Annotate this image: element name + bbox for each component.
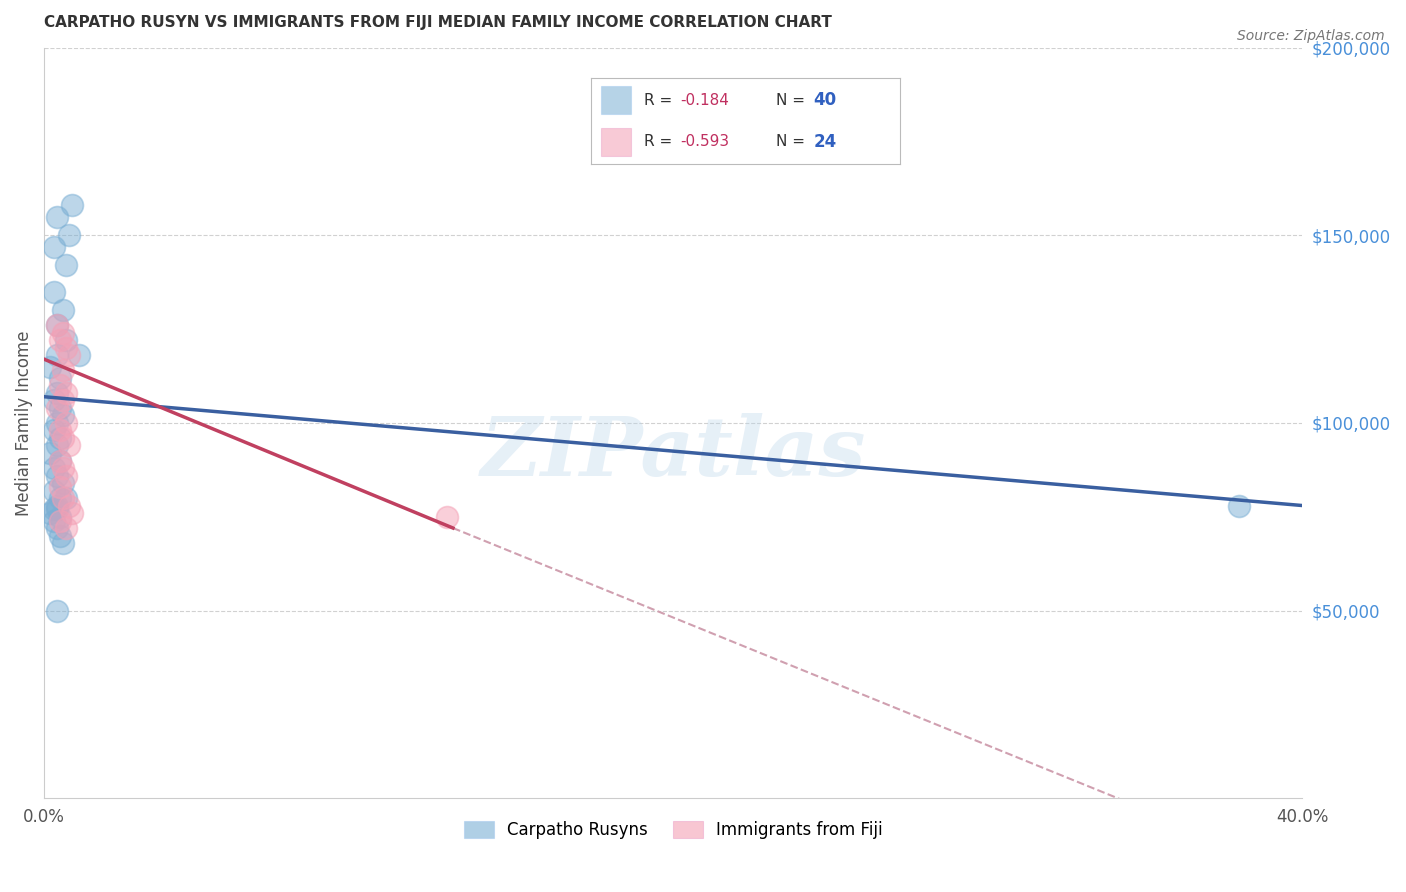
Point — [49, 334, 72, 348]
Point — [42, 424, 65, 438]
Point — [42, 502, 65, 516]
Point — [52, 491, 75, 505]
Point — [52, 326, 75, 340]
Point — [45, 348, 67, 362]
Point — [52, 393, 75, 408]
Point — [45, 401, 67, 415]
Point — [52, 303, 75, 318]
Point — [62, 198, 84, 212]
Point — [49, 509, 72, 524]
Point — [58, 228, 80, 243]
Point — [39, 359, 62, 374]
Point — [55, 416, 77, 430]
Point — [62, 506, 84, 520]
Text: CARPATHO RUSYN VS IMMIGRANTS FROM FIJI MEDIAN FAMILY INCOME CORRELATION CHART: CARPATHO RUSYN VS IMMIGRANTS FROM FIJI M… — [44, 15, 832, 30]
Point — [42, 461, 65, 475]
Point — [45, 502, 67, 516]
Point — [52, 409, 75, 423]
Point — [52, 475, 75, 490]
Point — [45, 438, 67, 452]
Text: Source: ZipAtlas.com: Source: ZipAtlas.com — [1237, 29, 1385, 43]
Legend: Carpatho Rusyns, Immigrants from Fiji: Carpatho Rusyns, Immigrants from Fiji — [457, 814, 890, 847]
Point — [45, 318, 67, 333]
Point — [58, 438, 80, 452]
Point — [45, 468, 67, 483]
Point — [42, 285, 65, 299]
Point — [42, 483, 65, 498]
Point — [436, 509, 458, 524]
Point — [45, 521, 67, 535]
Text: ZIPatlas: ZIPatlas — [481, 413, 866, 493]
Point — [49, 514, 72, 528]
Point — [55, 341, 77, 355]
Point — [52, 461, 75, 475]
Point — [55, 334, 77, 348]
Point — [55, 468, 77, 483]
Point — [49, 528, 72, 542]
Point — [52, 536, 75, 550]
Point — [49, 453, 72, 467]
Point — [55, 521, 77, 535]
Point — [45, 416, 67, 430]
Point — [39, 506, 62, 520]
Y-axis label: Median Family Income: Median Family Income — [15, 330, 32, 516]
Point — [49, 378, 72, 392]
Point — [45, 603, 67, 617]
Point — [45, 499, 67, 513]
Point — [49, 431, 72, 445]
Point — [49, 491, 72, 505]
Point — [55, 491, 77, 505]
Point — [49, 401, 72, 415]
Point — [45, 210, 67, 224]
Point — [49, 424, 72, 438]
Point — [55, 386, 77, 401]
Point — [45, 386, 67, 401]
Point — [42, 514, 65, 528]
Point — [55, 259, 77, 273]
Point — [42, 393, 65, 408]
Point — [49, 453, 72, 467]
Point — [52, 363, 75, 377]
Point — [45, 318, 67, 333]
Point — [49, 480, 72, 494]
Point — [42, 240, 65, 254]
Point — [58, 499, 80, 513]
Point — [39, 446, 62, 460]
Point — [58, 348, 80, 362]
Point — [1227, 499, 1250, 513]
Point — [49, 371, 72, 385]
Point — [52, 431, 75, 445]
Point — [67, 348, 90, 362]
